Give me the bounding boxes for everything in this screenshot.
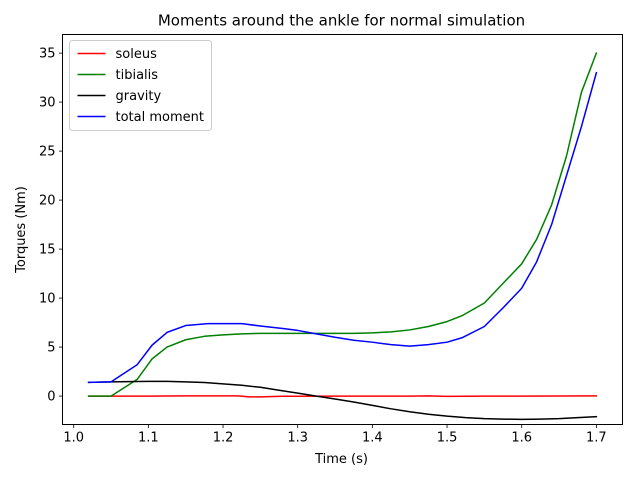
x-tick-label: 1.0: [63, 431, 84, 446]
legend-label-tibialis: tibialis: [116, 68, 159, 83]
plot-area-frame: [62, 34, 623, 425]
y-tick-label: 10: [39, 292, 56, 307]
y-tick-label: 20: [39, 194, 56, 209]
x-tick-label: 1.1: [138, 431, 159, 446]
legend: soleus tibialis gravity total moment: [69, 40, 212, 131]
legend-label-total-moment: total moment: [116, 110, 204, 125]
y-axis-label: Torques (Nm): [14, 186, 29, 274]
legend-box: [69, 40, 212, 131]
x-tick-label: 1.5: [437, 431, 458, 446]
series-layer: [87, 52, 598, 421]
series-line-soleus: [87, 395, 598, 398]
series-line-total-moment: [87, 71, 598, 384]
y-tick-label: 35: [39, 47, 56, 62]
x-tick-label: 1.3: [287, 431, 308, 446]
series-line-gravity: [87, 380, 598, 421]
series-line-tibialis: [87, 52, 598, 397]
x-tick-label: 1.6: [511, 431, 532, 446]
y-tick-label: 0: [47, 390, 55, 405]
y-tick-label: 25: [39, 145, 56, 160]
legend-label-gravity: gravity: [116, 89, 162, 104]
x-axis-label: Time (s): [314, 452, 368, 467]
y-tick-label: 5: [47, 341, 55, 356]
y-tick-label: 30: [39, 96, 56, 111]
legend-label-soleus: soleus: [116, 47, 158, 62]
x-ticks: 1.0 1.1 1.2 1.3 1.4 1.5 1.6 1.7: [63, 424, 607, 446]
y-tick-label: 15: [39, 243, 56, 258]
x-tick-label: 1.2: [213, 431, 234, 446]
y-ticks: 0 5 10 15 20 25 30 35: [39, 47, 63, 405]
x-tick-label: 1.7: [586, 431, 607, 446]
chart-title: Moments around the ankle for normal simu…: [158, 12, 525, 30]
x-tick-label: 1.4: [362, 431, 383, 446]
